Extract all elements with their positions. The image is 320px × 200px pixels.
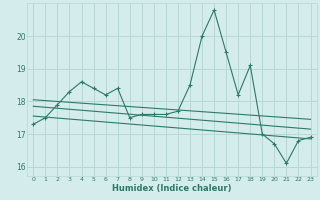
X-axis label: Humidex (Indice chaleur): Humidex (Indice chaleur) [112,184,232,193]
